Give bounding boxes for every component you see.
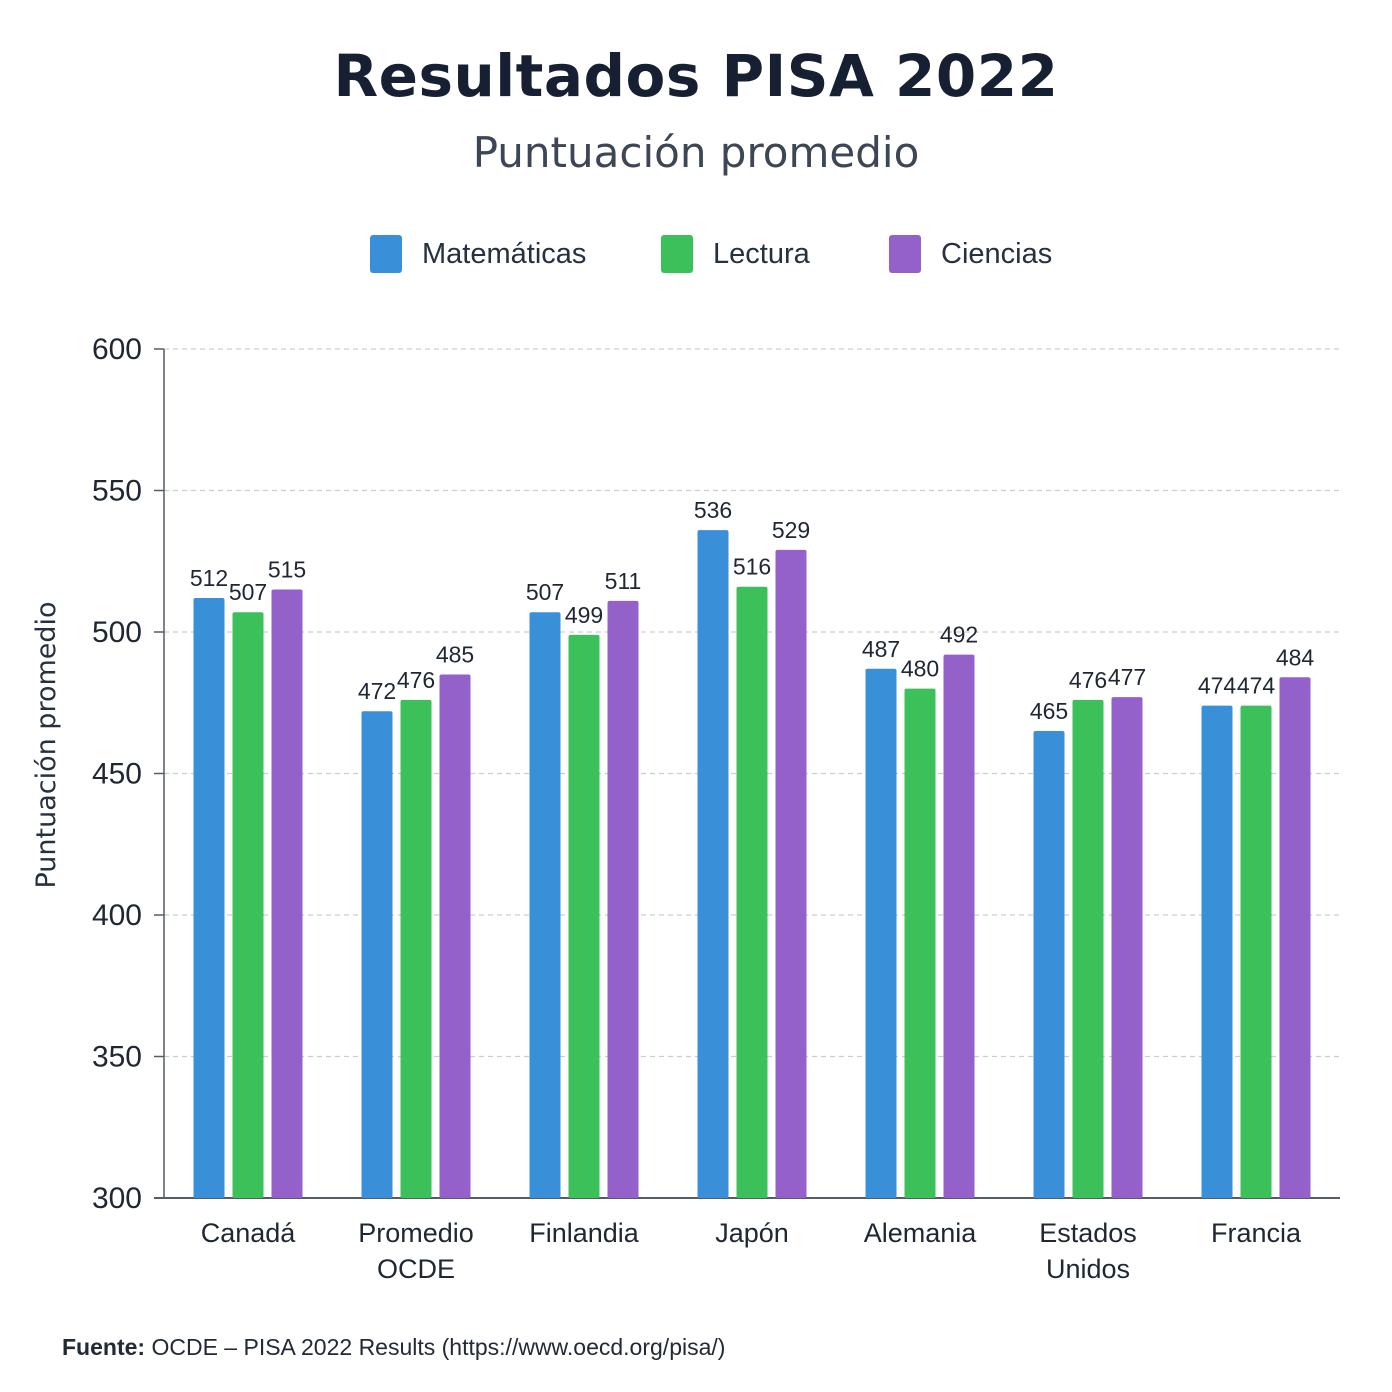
- x-tick-label: Unidos: [1046, 1254, 1130, 1284]
- data-label: 529: [772, 517, 810, 543]
- data-label: 499: [565, 602, 603, 628]
- x-tick-label: Canadá: [201, 1218, 297, 1248]
- data-label: 474: [1237, 673, 1276, 699]
- x-tick-label: OCDE: [377, 1254, 455, 1284]
- legend: Matemáticas Lectura Ciencias: [0, 234, 1392, 274]
- legend-label-lectura: Lectura: [713, 237, 810, 270]
- bar-lectura: [400, 699, 432, 1198]
- bar-ciencias: [271, 589, 303, 1198]
- data-label: 507: [526, 579, 564, 605]
- legend-label-matematicas: Matemáticas: [422, 237, 587, 270]
- data-label: 476: [1069, 667, 1107, 693]
- bar-matematicas: [361, 711, 393, 1198]
- data-label: 516: [733, 554, 771, 580]
- data-label: 480: [901, 656, 939, 682]
- data-label: 465: [1030, 698, 1068, 724]
- data-label: 485: [436, 641, 474, 667]
- bars: [193, 530, 1311, 1198]
- bar-ciencias: [1279, 677, 1311, 1198]
- bar-lectura: [736, 586, 768, 1198]
- bar-lectura: [1072, 699, 1104, 1198]
- x-tick-label: Japón: [715, 1218, 789, 1248]
- x-tick-label: Finlandia: [529, 1218, 640, 1248]
- bar-matematicas: [697, 530, 729, 1198]
- source-label: Fuente:: [62, 1334, 146, 1360]
- x-tick-label: Alemania: [864, 1218, 978, 1248]
- bar-matematicas: [1033, 731, 1065, 1198]
- bar-ciencias: [775, 549, 807, 1198]
- x-tick-label: Estados: [1039, 1218, 1137, 1248]
- bar-lectura: [1240, 705, 1272, 1198]
- data-label: 474: [1198, 673, 1237, 699]
- bar-lectura: [568, 634, 600, 1198]
- data-label: 472: [358, 678, 396, 704]
- data-label: 476: [397, 667, 435, 693]
- bar-ciencias: [1111, 697, 1143, 1198]
- y-tick-label: 450: [92, 758, 142, 791]
- data-label: 487: [862, 636, 900, 662]
- bar-lectura: [232, 612, 264, 1198]
- bar-ciencias: [943, 654, 975, 1198]
- chart-subtitle: Puntuación promedio: [472, 128, 920, 177]
- y-tick-label: 350: [92, 1041, 142, 1074]
- data-label: 512: [190, 565, 228, 591]
- data-label: 511: [605, 568, 642, 594]
- bar-matematicas: [865, 668, 897, 1198]
- data-label: 492: [940, 622, 978, 648]
- x-tick-label: Francia: [1211, 1218, 1302, 1248]
- y-tick-label: 600: [92, 333, 142, 366]
- y-axis-label: Puntuación promedio: [31, 601, 62, 888]
- x-tick-label: Promedio: [358, 1218, 474, 1248]
- legend-swatch-matematicas: [370, 235, 402, 273]
- chart-title: Resultados PISA 2022: [333, 42, 1059, 110]
- bar-matematicas: [529, 612, 561, 1198]
- y-tick-label: 500: [92, 616, 142, 649]
- y-tick-label: 400: [92, 899, 142, 932]
- legend-swatch-lectura: [661, 235, 693, 273]
- bar-matematicas: [193, 598, 225, 1198]
- bar-ciencias: [439, 674, 471, 1198]
- data-label: 477: [1108, 664, 1146, 690]
- data-label: 484: [1276, 644, 1315, 670]
- bar-ciencias: [607, 600, 639, 1198]
- data-label: 515: [268, 557, 306, 583]
- legend-item-matematicas: Matemáticas: [370, 234, 586, 274]
- source-footer: Fuente: OCDE – PISA 2022 Results (https:…: [62, 1334, 725, 1361]
- data-label: 507: [229, 579, 267, 605]
- y-tick-label: 550: [92, 475, 142, 508]
- axes: 300 350 400 450 500 550 600 Canadá Promedio OCDE F…: [92, 333, 1340, 1284]
- legend-swatch-ciencias: [889, 235, 921, 273]
- y-tick-label: 300: [92, 1182, 142, 1215]
- data-label: 536: [694, 497, 732, 523]
- bar-lectura: [904, 688, 936, 1198]
- bar-matematicas: [1201, 705, 1233, 1198]
- source-text: OCDE – PISA 2022 Results (https://www.oe…: [145, 1334, 726, 1360]
- legend-item-ciencias: Ciencias: [889, 234, 1052, 274]
- legend-item-lectura: Lectura: [661, 234, 810, 274]
- legend-label-ciencias: Ciencias: [941, 237, 1053, 270]
